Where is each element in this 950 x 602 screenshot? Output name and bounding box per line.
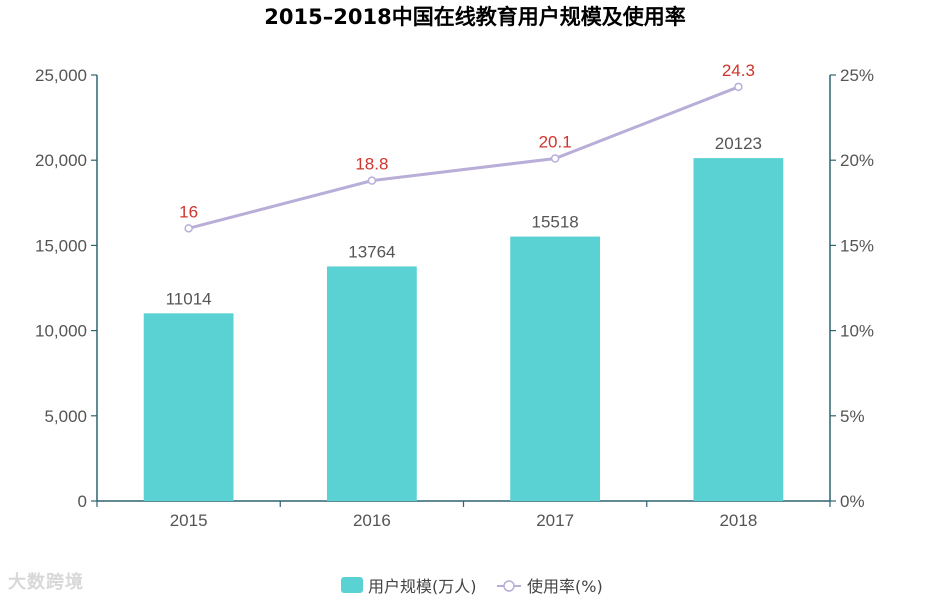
line-value-label: 20.1 bbox=[539, 132, 572, 151]
y-tick-label: 5,000 bbox=[44, 407, 87, 426]
legend[interactable]: 用户规模(万人) 使用率(%) bbox=[341, 577, 603, 596]
bar[interactable] bbox=[693, 158, 784, 502]
line-path bbox=[188, 85, 739, 230]
x-tick-label: 2015 bbox=[170, 511, 208, 530]
bar-value-label: 11014 bbox=[166, 289, 212, 308]
y2-tick-label: 10% bbox=[840, 322, 874, 341]
chart-title: 2015–2018中国在线教育用户规模及使用率 bbox=[264, 5, 685, 29]
y2-tick-label: 20% bbox=[840, 151, 874, 170]
line-value-label: 24.3 bbox=[722, 61, 755, 80]
legend-line-marker bbox=[503, 580, 515, 592]
watermark-logo: 大数跨境 bbox=[8, 572, 84, 593]
y-tick-label: 10,000 bbox=[35, 322, 87, 341]
line-series: 16 18.8 20.1 24.3 bbox=[179, 61, 755, 233]
axes: 0 5,000 10,000 15,000 20,000 25,000 0% 5% 10% 15%… bbox=[35, 66, 874, 530]
line-point[interactable] bbox=[184, 224, 193, 233]
line-point[interactable] bbox=[367, 176, 377, 185]
y-tick-label: 20,000 bbox=[35, 151, 87, 170]
line-point[interactable] bbox=[550, 154, 560, 163]
bar-value-label: 13764 bbox=[348, 242, 395, 261]
x-tick-label: 2016 bbox=[353, 511, 391, 530]
legend-line-label[interactable]: 使用率(%) bbox=[527, 577, 603, 596]
line-value-label: 16 bbox=[179, 202, 198, 221]
x-tick-label: 2018 bbox=[719, 511, 757, 530]
line-point[interactable] bbox=[734, 82, 743, 92]
bar[interactable] bbox=[510, 236, 601, 501]
bar[interactable] bbox=[326, 266, 417, 501]
bar-value-label: 20123 bbox=[715, 134, 762, 153]
y-tick-label: 25,000 bbox=[35, 66, 87, 85]
bar-value-label: 15518 bbox=[531, 213, 578, 232]
legend-bar-swatch[interactable] bbox=[341, 577, 363, 593]
x-tick-label: 2017 bbox=[536, 511, 574, 530]
y-tick-label: 15,000 bbox=[35, 236, 87, 255]
y2-tick-label: 0% bbox=[840, 492, 865, 511]
bar-series: 11014 13764 15518 20123 bbox=[143, 134, 784, 502]
bar[interactable] bbox=[143, 313, 234, 501]
y-tick-label: 0 bbox=[78, 492, 87, 511]
y2-tick-label: 25% bbox=[840, 66, 874, 85]
legend-bar-label[interactable]: 用户规模(万人) bbox=[368, 577, 477, 596]
y2-tick-label: 15% bbox=[840, 236, 874, 255]
y2-tick-label: 5% bbox=[840, 407, 865, 426]
line-value-label: 18.8 bbox=[355, 155, 388, 174]
